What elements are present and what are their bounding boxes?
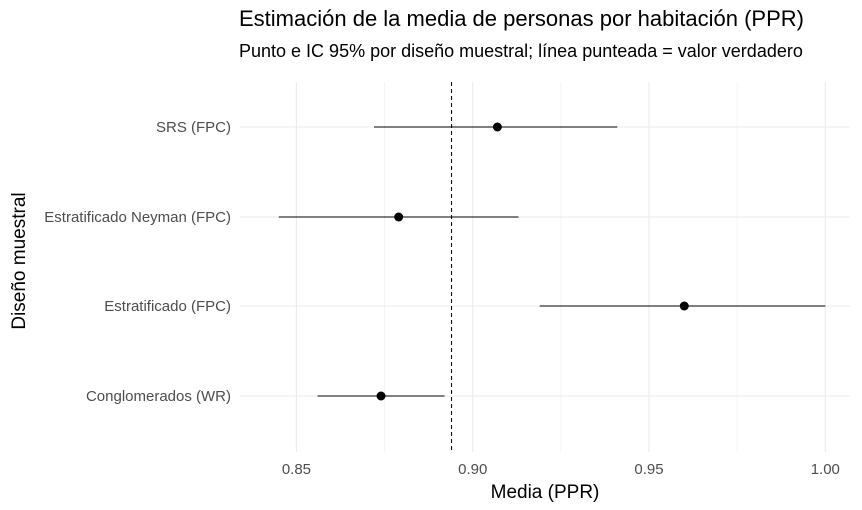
x-tick-label: 0.95 bbox=[634, 461, 663, 478]
point-estimate bbox=[492, 122, 502, 132]
chart-title: Estimación de la media de personas por h… bbox=[239, 6, 804, 31]
x-tick-labels: 0.85 0.90 0.95 1.00 bbox=[282, 461, 840, 478]
x-tick-label: 0.85 bbox=[282, 461, 311, 478]
x-axis-title: Media (PPR) bbox=[491, 482, 600, 503]
y-axis-title: Diseño muestral bbox=[9, 192, 30, 329]
point-estimate bbox=[679, 301, 689, 311]
y-tick-label: Estratificado Neyman (FPC) bbox=[44, 209, 231, 226]
point-estimate bbox=[376, 391, 386, 401]
y-tick-labels: SRS (FPC) Estratificado Neyman (FPC) Estra… bbox=[44, 119, 231, 405]
data-layer bbox=[278, 122, 826, 401]
point-estimate bbox=[394, 212, 404, 222]
y-tick-label: Estratificado (FPC) bbox=[104, 298, 231, 315]
chart-subtitle: Punto e IC 95% por diseño muestral; líne… bbox=[239, 41, 803, 61]
y-tick-label: SRS (FPC) bbox=[156, 119, 231, 136]
y-tick-label: Conglomerados (WR) bbox=[86, 388, 231, 405]
x-tick-label: 1.00 bbox=[811, 461, 840, 478]
x-tick-label: 0.90 bbox=[458, 461, 487, 478]
